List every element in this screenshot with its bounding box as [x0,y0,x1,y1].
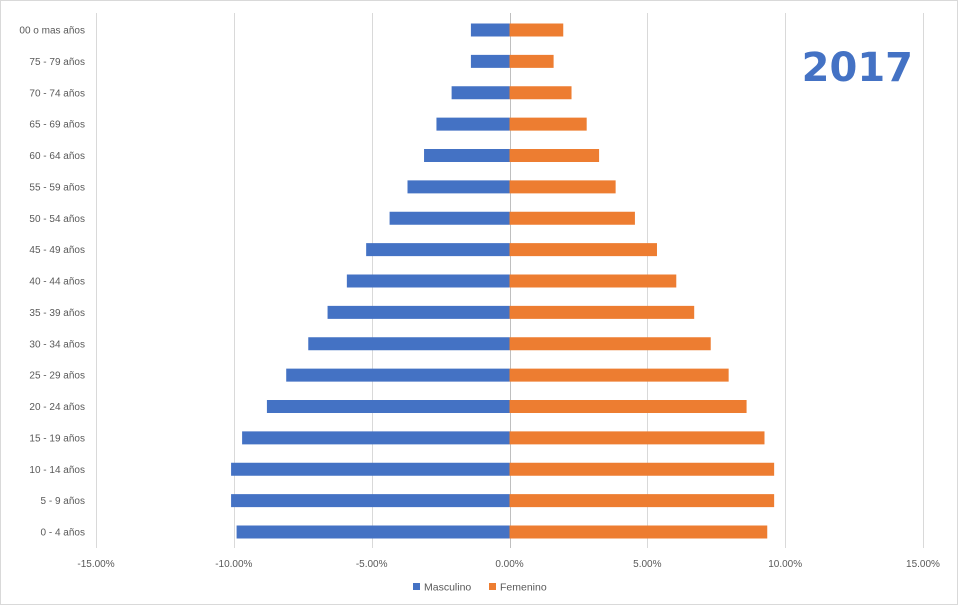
y-tick-label: 50 - 54 años [29,214,85,225]
y-tick-label: 00 o mas años [19,26,85,37]
bar-masculino-4 [266,400,510,413]
legend: Masculino Femenino [413,582,547,594]
y-tick-label: 75 - 79 años [29,57,85,68]
bar-femenino-2 [509,462,775,476]
bar-masculino-12 [424,149,510,162]
bar-femenino-1 [509,494,775,508]
bar-femenino-0 [509,525,768,539]
bar-masculino-16 [470,23,510,37]
y-tick-label: 60 - 64 años [29,151,85,162]
bar-masculino-3 [242,431,510,445]
bar-masculino-11 [407,180,510,194]
y-tick-label: 40 - 44 años [29,277,85,288]
bar-masculino-5 [286,368,510,382]
y-tick-label: 10 - 14 años [29,465,85,476]
bars [231,23,775,539]
bar-femenino-8 [509,274,677,288]
bar-femenino-14 [509,86,572,100]
bar-femenino-13 [509,117,587,131]
y-tick-label: 55 - 59 años [29,182,85,193]
y-tick-label: 65 - 69 años [29,120,85,131]
y-tick-label: 15 - 19 años [29,433,85,444]
bar-femenino-9 [509,243,657,257]
legend-swatch-femenino [489,583,496,590]
bar-masculino-15 [470,54,510,68]
bar-masculino-2 [231,462,510,476]
bar-femenino-7 [509,305,695,319]
bar-femenino-12 [509,149,600,162]
bar-masculino-13 [436,117,510,131]
bar-masculino-6 [308,337,510,351]
x-tick-label: 10.00% [768,559,802,570]
y-tick-label: 30 - 34 años [29,339,85,350]
x-tick-label: 0.00% [495,559,523,570]
bar-masculino-1 [231,494,510,508]
bar-masculino-0 [236,525,510,539]
bar-masculino-7 [327,305,510,319]
y-tick-label: 0 - 4 años [41,528,85,539]
bar-femenino-11 [509,180,616,194]
x-axis-labels: -15.00% -10.00% -5.00% 0.00% 5.00% 10.00% 15.0… [77,559,940,570]
bar-femenino-5 [509,368,729,382]
bar-femenino-16 [509,23,564,37]
bar-femenino-10 [509,211,635,225]
bar-masculino-10 [389,211,510,225]
x-tick-label: -10.00% [215,559,252,570]
legend-label-femenino: Femenino [500,582,547,594]
y-tick-label: 45 - 49 años [29,245,85,256]
x-tick-label: 5.00% [633,559,661,570]
chart-title: 2017 [802,45,913,91]
x-tick-label: 15.00% [906,559,940,570]
bar-femenino-15 [509,54,554,68]
y-tick-label: 35 - 39 años [29,308,85,319]
y-tick-label: 25 - 29 años [29,371,85,382]
bar-masculino-9 [366,243,510,257]
bar-femenino-4 [509,400,747,413]
legend-label-masculino: Masculino [424,582,471,594]
x-tick-label: -5.00% [356,559,388,570]
bar-masculino-14 [451,86,510,100]
legend-swatch-masculino [413,583,420,590]
bar-femenino-6 [509,337,711,351]
y-tick-label: 70 - 74 años [29,88,85,99]
bar-femenino-3 [509,431,765,445]
y-axis-labels: 0 - 4 años 5 - 9 años 10 - 14 años 15 - 19 … [19,26,85,539]
x-tick-label: -15.00% [77,559,114,570]
y-tick-label: 5 - 9 años [41,496,85,507]
bar-masculino-8 [346,274,510,288]
y-tick-label: 20 - 24 años [29,402,85,413]
